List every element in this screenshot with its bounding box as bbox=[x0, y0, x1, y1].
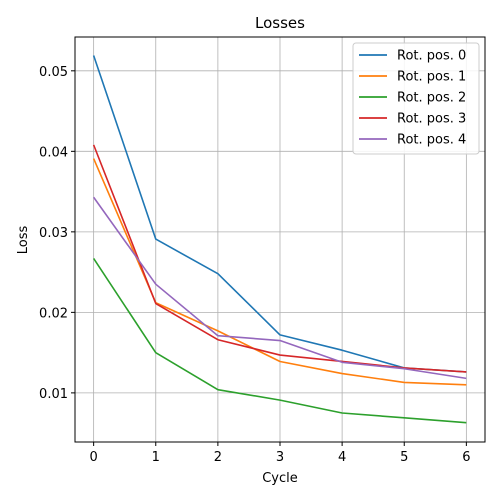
series-line bbox=[92, 196, 467, 380]
x-tick-label: 2 bbox=[214, 450, 222, 465]
legend-label: Rot. pos. 3 bbox=[397, 112, 466, 127]
legend: Rot. pos. 0 Rot. pos. 1 Rot. pos. 2 Rot. po… bbox=[352, 42, 480, 155]
x-tick-label: 6 bbox=[462, 450, 470, 465]
x-tick-label: 5 bbox=[400, 450, 408, 465]
series-line bbox=[92, 144, 467, 373]
y-tick-label: 0.01 bbox=[39, 387, 68, 402]
y-axis-label: Loss bbox=[16, 226, 31, 255]
chart-title: Losses bbox=[255, 14, 305, 32]
series-line bbox=[92, 257, 467, 424]
x-tick-label: 4 bbox=[338, 450, 346, 465]
x-axis-label: Cycle bbox=[262, 471, 298, 486]
legend-box bbox=[352, 42, 480, 155]
legend-label: Rot. pos. 4 bbox=[397, 133, 466, 148]
legend-label: Rot. pos. 0 bbox=[397, 49, 466, 64]
y-tick-label: 0.05 bbox=[39, 65, 68, 80]
axis-ticks: 0 1 2 3 4 5 6 0.01 0.02 0.03 0.04 0.05 bbox=[39, 65, 470, 465]
series-lines bbox=[92, 55, 467, 424]
legend-label: Rot. pos. 2 bbox=[397, 91, 466, 106]
y-tick-label: 0.02 bbox=[39, 306, 68, 321]
x-tick-label: 0 bbox=[89, 450, 97, 465]
legend-label: Rot. pos. 1 bbox=[397, 70, 466, 85]
x-tick-label: 1 bbox=[152, 450, 160, 465]
y-tick-label: 0.03 bbox=[39, 226, 68, 241]
y-tick-label: 0.04 bbox=[39, 145, 68, 160]
x-tick-label: 3 bbox=[276, 450, 284, 465]
